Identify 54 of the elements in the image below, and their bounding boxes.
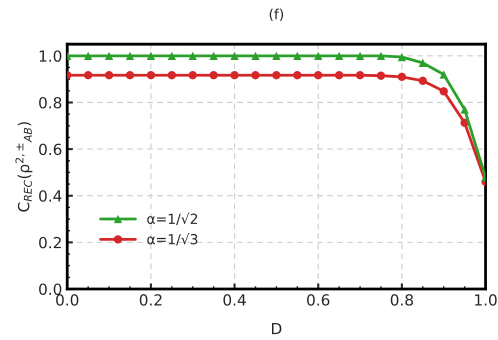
point bbox=[84, 71, 92, 80]
point bbox=[398, 72, 406, 82]
point bbox=[314, 71, 322, 80]
y-tick-label: 0.8 bbox=[39, 96, 62, 109]
x-tick-label: 0.6 bbox=[307, 294, 330, 306]
point bbox=[168, 52, 176, 60]
point bbox=[146, 71, 156, 80]
y-tick-label: 0.2 bbox=[39, 236, 61, 248]
y-tick-label: 0.6 bbox=[39, 144, 62, 156]
point bbox=[272, 71, 281, 80]
x-tick-label: 0.8 bbox=[390, 294, 413, 306]
point bbox=[356, 52, 364, 60]
point bbox=[251, 52, 260, 60]
x-tick-label: 0.2 bbox=[140, 294, 162, 306]
point bbox=[334, 71, 344, 80]
y-tick-label: 0.4 bbox=[39, 190, 62, 202]
point bbox=[168, 71, 176, 80]
point bbox=[230, 71, 239, 80]
point bbox=[440, 87, 448, 96]
point bbox=[440, 70, 448, 79]
point bbox=[356, 71, 364, 80]
y-tick-label: 1.0 bbox=[40, 50, 62, 62]
point bbox=[334, 52, 344, 60]
point bbox=[418, 58, 427, 68]
point bbox=[84, 52, 92, 60]
point bbox=[398, 52, 406, 62]
y-tick-label: 0.0 bbox=[39, 283, 62, 296]
point bbox=[146, 52, 156, 60]
x-tick-label: 0.4 bbox=[223, 294, 246, 306]
chart-title: (f) bbox=[270, 8, 284, 22]
legend-label: α=1/√3 bbox=[147, 232, 198, 246]
point bbox=[293, 71, 302, 80]
x-tick-label: 1.0 bbox=[475, 294, 497, 306]
point bbox=[418, 76, 427, 85]
legend-label: α=1/√2 bbox=[147, 212, 198, 226]
point bbox=[104, 52, 114, 60]
point bbox=[126, 52, 134, 60]
point bbox=[376, 72, 386, 80]
point bbox=[314, 52, 322, 60]
point bbox=[104, 71, 114, 80]
point bbox=[230, 52, 239, 60]
point bbox=[209, 52, 218, 60]
point bbox=[293, 52, 302, 60]
point bbox=[126, 71, 134, 80]
point bbox=[188, 52, 197, 60]
point bbox=[188, 71, 197, 80]
x-axis-title: D bbox=[272, 323, 282, 334]
point bbox=[251, 71, 260, 80]
point bbox=[272, 52, 281, 60]
point bbox=[376, 52, 386, 60]
point bbox=[460, 105, 469, 114]
point bbox=[209, 71, 218, 80]
y-axis-title: C$_{REC}$(ρ$^{2,±}$$_{AB}$) bbox=[15, 122, 32, 212]
x-tick-label: 0.0 bbox=[56, 294, 78, 306]
